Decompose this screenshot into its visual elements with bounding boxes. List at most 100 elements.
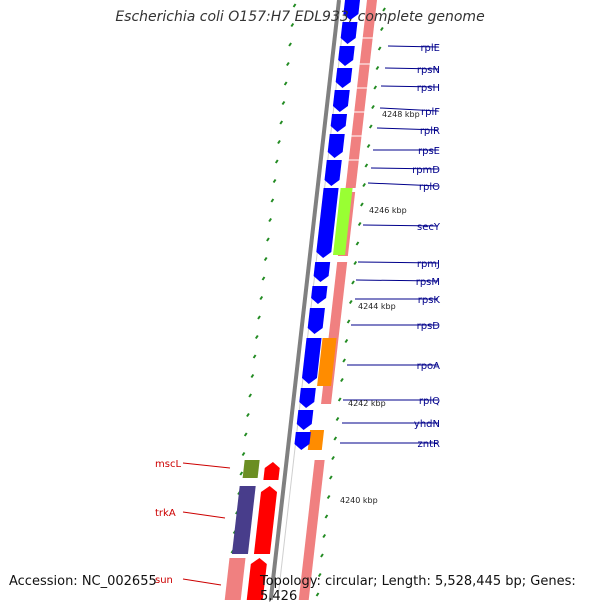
zntR-overlay <box>307 430 325 450</box>
tick-mark <box>261 276 266 281</box>
tick-mark <box>324 514 329 519</box>
tick-mark <box>373 85 378 90</box>
kbp-label: 4246 kbp <box>369 206 407 215</box>
gene-arrow <box>343 0 360 20</box>
kbp-scale-labels: 4248 kbp 4246 kbp 4244 kbp 4242 kbp 4240 kbp <box>340 110 420 505</box>
tick-mark <box>346 319 351 324</box>
gene-arrow <box>327 134 345 158</box>
leader-line <box>362 224 439 227</box>
tick-mark <box>270 198 275 203</box>
tick-mark <box>315 592 320 597</box>
gene-label-mscL: mscL <box>155 459 181 470</box>
leader-line <box>182 462 231 469</box>
gene-label-rplO: rplO <box>419 182 440 193</box>
tick-mark <box>288 42 292 47</box>
kbp-label: 4244 kbp <box>358 302 396 311</box>
gene-arrow <box>316 188 339 258</box>
tick-mark <box>344 338 349 344</box>
tick-mark <box>340 377 344 383</box>
gene-label-zntR: zntR <box>418 439 441 450</box>
gene-arrow <box>332 90 350 112</box>
kbp-label: 4248 kbp <box>382 110 420 119</box>
gene-arrow <box>299 388 316 408</box>
leader-line <box>379 107 439 112</box>
tick-mark <box>320 553 324 558</box>
tick-mark <box>382 7 386 12</box>
gene-label-rpsH: rpsH <box>417 83 440 94</box>
trkA-feature <box>231 486 256 554</box>
tick-mark <box>292 3 297 8</box>
gene-arrow <box>338 46 355 66</box>
gene-arrow <box>340 22 358 44</box>
tick-mark <box>364 163 369 168</box>
kbp-label: 4240 kbp <box>340 496 378 505</box>
tick-mark <box>317 572 322 578</box>
gene-arrow <box>296 410 314 430</box>
salmon-track-segment <box>298 460 325 600</box>
tick-mark <box>250 373 255 379</box>
leader-line <box>387 45 439 48</box>
tick-mark <box>281 100 286 106</box>
tick-mark <box>353 260 358 266</box>
red-gene-arrow <box>246 558 267 600</box>
gene-label-rpmJ: rpmJ <box>417 259 440 270</box>
gene-label-rpmD: rpmD <box>412 165 440 176</box>
rpoA-overlay <box>317 338 337 386</box>
tick-mark <box>268 217 272 223</box>
gene-arrow <box>307 308 325 334</box>
tick-mark <box>274 159 279 164</box>
tick-mark <box>254 334 259 340</box>
gene-label-yhdN: yhdN <box>414 419 440 430</box>
gene-labels: rplE rpsN rpsH rplF rplR rpsE rpmD rplO secY rpmJ… <box>155 43 441 586</box>
position-ticks <box>226 3 386 597</box>
gene-arrow <box>311 286 328 304</box>
gene-label-trkA: trkA <box>155 508 176 519</box>
tick-mark <box>279 120 284 125</box>
leader-line <box>367 182 439 187</box>
map-title: Escherichia coli O157:H7 EDL933, complet… <box>115 9 485 25</box>
gene-label-rpsM: rpsM <box>416 277 440 288</box>
gene-label-rplQ: rplQ <box>419 396 440 407</box>
gene-arrow <box>324 160 342 186</box>
tick-mark <box>348 299 353 305</box>
tick-mark <box>290 22 295 28</box>
tick-mark <box>337 397 342 402</box>
gene-label-rpsD: rpsD <box>417 321 441 332</box>
feature-track <box>224 0 377 600</box>
tick-mark <box>243 432 248 437</box>
gene-label-rpoA: rpoA <box>417 361 441 372</box>
gene-label-rplE: rplE <box>420 43 440 54</box>
tick-mark <box>272 178 277 184</box>
tick-mark <box>351 280 355 285</box>
tick-mark <box>241 451 246 457</box>
sun-feature <box>224 558 246 600</box>
kbp-label: 4242 kbp <box>348 399 386 408</box>
leader-line <box>370 167 439 170</box>
leader-line <box>182 511 226 519</box>
tick-mark <box>322 533 327 539</box>
tick-mark <box>342 358 346 363</box>
tick-mark <box>377 46 382 51</box>
leader-line <box>182 578 222 586</box>
tick-mark <box>375 65 380 71</box>
leader-line <box>357 261 439 264</box>
gene-label-sun: sun <box>155 575 173 586</box>
axis-line <box>268 0 341 601</box>
tick-mark <box>263 256 268 262</box>
tick-mark <box>286 61 290 67</box>
accession-text: Accession: NC_002655 <box>9 574 157 589</box>
gene-label-rplF: rplF <box>421 107 440 118</box>
tick-mark <box>252 354 257 359</box>
gene-label-secY: secY <box>417 222 441 233</box>
gene-label-rplR: rplR <box>420 126 440 137</box>
tick-mark <box>333 436 338 441</box>
tick-mark <box>366 143 371 149</box>
tick-mark <box>328 475 333 480</box>
gene-arrow <box>313 262 331 282</box>
tick-mark <box>277 139 281 145</box>
tick-mark <box>331 455 335 461</box>
leader-line <box>355 279 439 282</box>
tick-mark <box>239 471 244 476</box>
leader-line <box>384 67 439 70</box>
tick-mark <box>335 416 340 422</box>
